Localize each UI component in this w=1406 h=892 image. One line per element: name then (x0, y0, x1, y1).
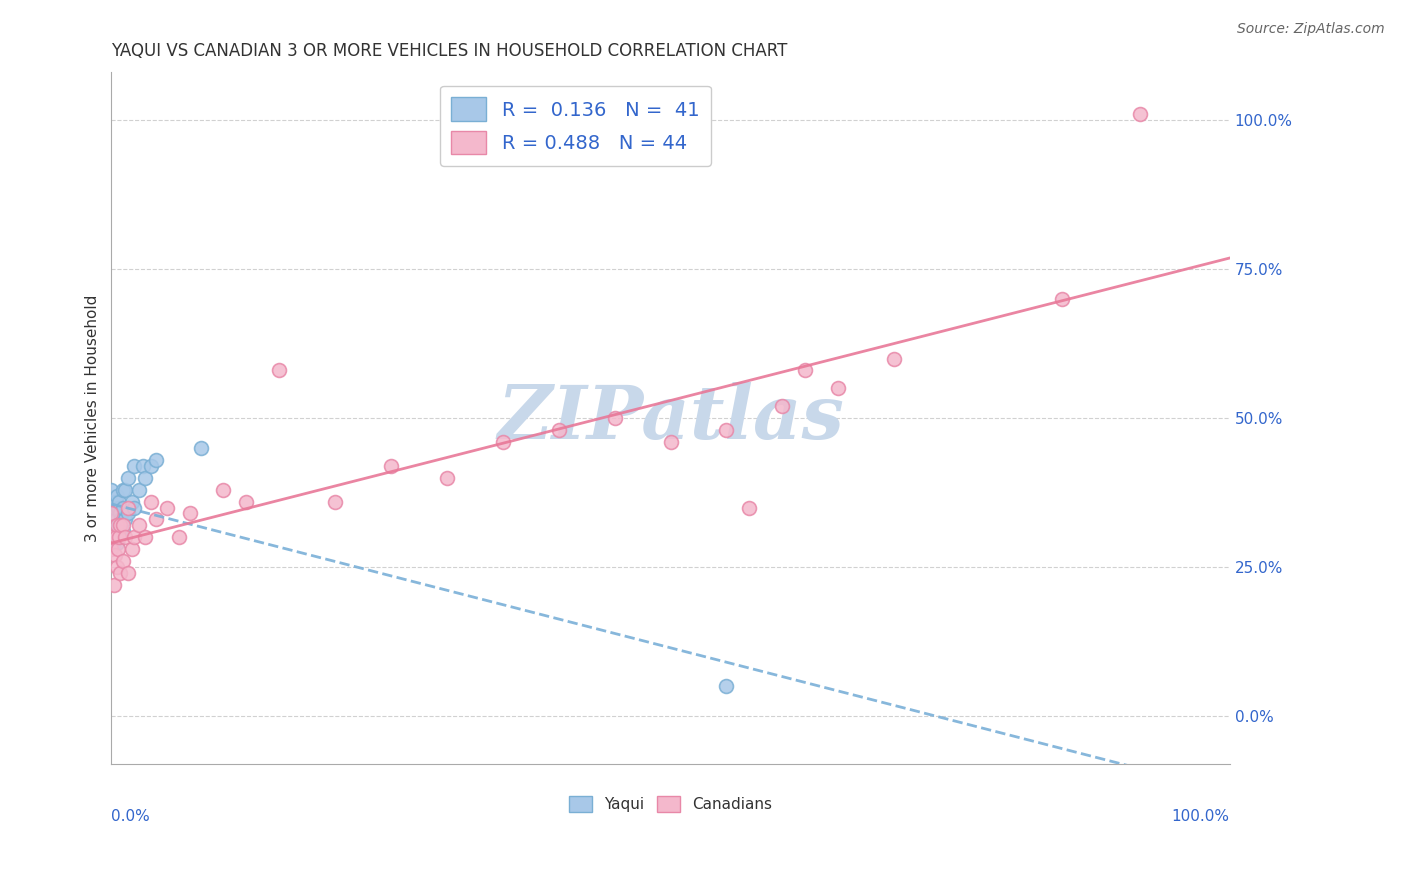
Point (716, 423, 738, 437)
Point (117, 507, 139, 521)
Point (139, 494, 162, 508)
Point (128, 518, 150, 533)
Point (793, 363, 815, 377)
Point (121, 542, 143, 557)
Point (108, 518, 131, 533)
Point (100, 500, 122, 515)
Point (111, 483, 134, 497)
Point (104, 530, 127, 544)
Point (770, 399, 793, 413)
Text: Source: ZipAtlas.com: Source: ZipAtlas.com (1237, 22, 1385, 37)
Point (110, 512, 132, 526)
Point (269, 363, 291, 377)
Text: YAQUI VS CANADIAN 3 OR MORE VEHICLES IN HOUSEHOLD CORRELATION CHART: YAQUI VS CANADIAN 3 OR MORE VEHICLES IN … (111, 42, 787, 60)
Point (103, 524, 125, 539)
Point (105, 560, 128, 574)
Point (114, 512, 136, 526)
Point (104, 548, 127, 562)
Point (100, 530, 122, 544)
Point (108, 494, 131, 508)
Point (104, 530, 127, 544)
Point (1050, 292, 1073, 306)
Point (716, 679, 738, 693)
Point (105, 518, 128, 533)
Point (100, 542, 122, 557)
Point (603, 411, 626, 425)
Point (111, 554, 134, 568)
Point (128, 483, 150, 497)
Point (139, 458, 162, 473)
Legend: Yaqui, Canadians: Yaqui, Canadians (564, 790, 778, 819)
Point (117, 500, 139, 515)
Point (132, 458, 155, 473)
Point (100, 507, 122, 521)
Point (100, 512, 122, 526)
Point (114, 483, 136, 497)
Point (114, 530, 136, 544)
Point (883, 351, 905, 366)
Point (380, 458, 402, 473)
Text: ZIPatlas: ZIPatlas (498, 382, 844, 454)
Point (134, 471, 156, 485)
Point (190, 441, 212, 455)
Point (104, 494, 127, 508)
Point (212, 483, 235, 497)
Point (103, 536, 125, 550)
Point (103, 578, 125, 592)
Point (167, 530, 190, 544)
Point (107, 500, 129, 515)
Point (100, 507, 122, 521)
Point (827, 381, 849, 395)
Point (122, 458, 145, 473)
Point (110, 507, 132, 521)
Point (105, 489, 128, 503)
Point (110, 524, 132, 539)
Point (1129, 107, 1152, 121)
Point (117, 471, 139, 485)
Point (145, 453, 167, 467)
Point (134, 530, 156, 544)
Point (738, 500, 761, 515)
Point (547, 423, 569, 437)
Point (103, 507, 125, 521)
Point (110, 518, 132, 533)
Point (105, 536, 128, 550)
Point (235, 494, 257, 508)
Point (110, 566, 132, 580)
Point (100, 494, 122, 508)
Point (111, 500, 134, 515)
Text: 0.0%: 0.0% (111, 809, 150, 824)
Y-axis label: 3 or more Vehicles in Household: 3 or more Vehicles in Household (86, 294, 100, 541)
Point (100, 518, 122, 533)
Point (107, 542, 129, 557)
Point (122, 530, 145, 544)
Point (179, 507, 201, 521)
Point (117, 566, 139, 580)
Point (100, 483, 122, 497)
Point (111, 518, 134, 533)
Point (107, 530, 129, 544)
Point (100, 530, 122, 544)
Point (436, 471, 458, 485)
Point (323, 494, 346, 508)
Point (121, 494, 143, 508)
Point (108, 530, 131, 544)
Point (492, 434, 515, 449)
Point (122, 500, 145, 515)
Point (105, 512, 128, 526)
Text: 100.0%: 100.0% (1171, 809, 1230, 824)
Point (659, 434, 682, 449)
Point (145, 512, 167, 526)
Point (156, 500, 179, 515)
Point (111, 524, 134, 539)
Point (104, 524, 127, 539)
Point (104, 500, 127, 515)
